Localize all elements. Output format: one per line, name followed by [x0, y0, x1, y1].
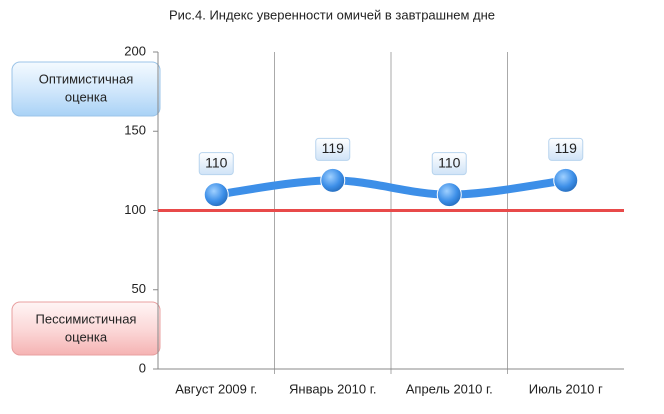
y-tick-label: 200 — [124, 43, 146, 58]
annotation: оценка — [65, 329, 108, 344]
data-label-box — [198, 152, 234, 176]
data-label-box — [548, 137, 584, 161]
annotation-box — [11, 61, 161, 117]
y-tick-label: 50 — [132, 281, 146, 296]
x-tick-label: Июль 2010 г — [529, 381, 603, 396]
annotation-box — [11, 301, 161, 356]
annotation: Пессимистичная — [36, 311, 137, 326]
x-tick-label: Январь 2010 г. — [289, 381, 376, 396]
line — [212, 176, 570, 199]
annotation: оценка — [65, 89, 108, 104]
marker — [436, 182, 462, 208]
marker — [320, 167, 346, 193]
x-tick-label: Август 2009 г. — [175, 381, 257, 396]
x-tick-label: Апрель 2010 г. — [406, 381, 493, 396]
marker — [553, 167, 579, 193]
data-label: 110 — [438, 154, 461, 170]
chart-title: Рис.4. Индекс уверенности омичей в завтр… — [169, 7, 495, 22]
marker — [203, 182, 229, 208]
y-tick-label: 0 — [139, 360, 146, 375]
data-label: 119 — [322, 140, 345, 156]
annotation: Оптимистичная — [39, 71, 134, 86]
data-label: 119 — [555, 140, 578, 156]
y-tick-label: 150 — [124, 123, 146, 138]
data-label-box — [431, 152, 467, 176]
data-label-box — [315, 137, 351, 161]
y-tick-label: 100 — [124, 202, 146, 217]
data-label: 110 — [205, 154, 228, 170]
